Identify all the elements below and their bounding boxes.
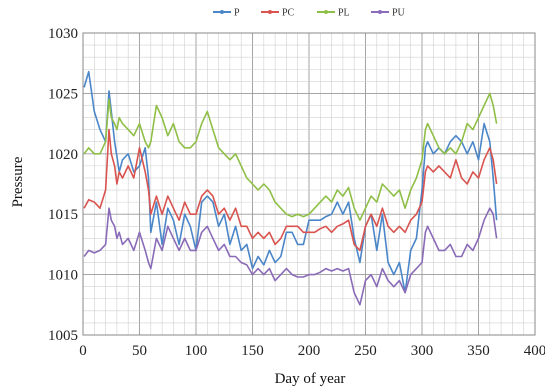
x-tick-labels: 0 50 100 150 200 250 300 350 400: [79, 343, 545, 359]
x-tick-label: 50: [132, 343, 147, 359]
series-line-pc: [83, 128, 498, 252]
y-tick-label: 1015: [48, 207, 78, 223]
x-tick-label: 200: [298, 343, 321, 359]
grid: [82, 32, 536, 336]
plot-frame: [82, 32, 536, 336]
x-tick-label: 400: [524, 343, 545, 359]
legend-marker: [220, 10, 224, 14]
legend-item-p: P: [213, 8, 240, 19]
legend-marker: [324, 10, 328, 14]
series-lines: [83, 70, 498, 306]
y-tick-label: 1025: [48, 86, 78, 102]
x-tick-label: 150: [241, 343, 264, 359]
legend-label: PC: [282, 8, 295, 19]
y-tick-label: 1030: [48, 26, 78, 42]
y-axis-label: Pressure: [10, 156, 26, 207]
y-tick-labels: 1005 1010 1015 1020 1025 1030: [48, 26, 78, 344]
series-line-pu: [83, 207, 498, 306]
legend-label: PU: [392, 8, 406, 19]
legend: P PC PL PU: [213, 8, 406, 19]
legend-label: PL: [338, 8, 350, 19]
x-tick-label: 350: [467, 343, 490, 359]
x-tick-label: 250: [354, 343, 377, 359]
x-tick-label: 100: [185, 343, 208, 359]
legend-item-pl: PL: [317, 8, 350, 19]
x-tick-label: 300: [411, 343, 434, 359]
y-tick-label: 1020: [48, 147, 78, 163]
legend-marker: [268, 10, 272, 14]
legend-label: P: [234, 8, 240, 19]
legend-item-pc: PC: [261, 8, 295, 19]
y-tick-label: 1010: [48, 268, 78, 284]
y-tick-label: 1005: [48, 328, 78, 344]
legend-item-pu: PU: [371, 8, 406, 19]
x-axis-label: Day of year: [275, 371, 346, 387]
legend-marker: [378, 10, 382, 14]
series-line-p: [83, 70, 498, 294]
x-tick-label: 0: [79, 343, 87, 359]
series-line-pl: [83, 92, 498, 221]
